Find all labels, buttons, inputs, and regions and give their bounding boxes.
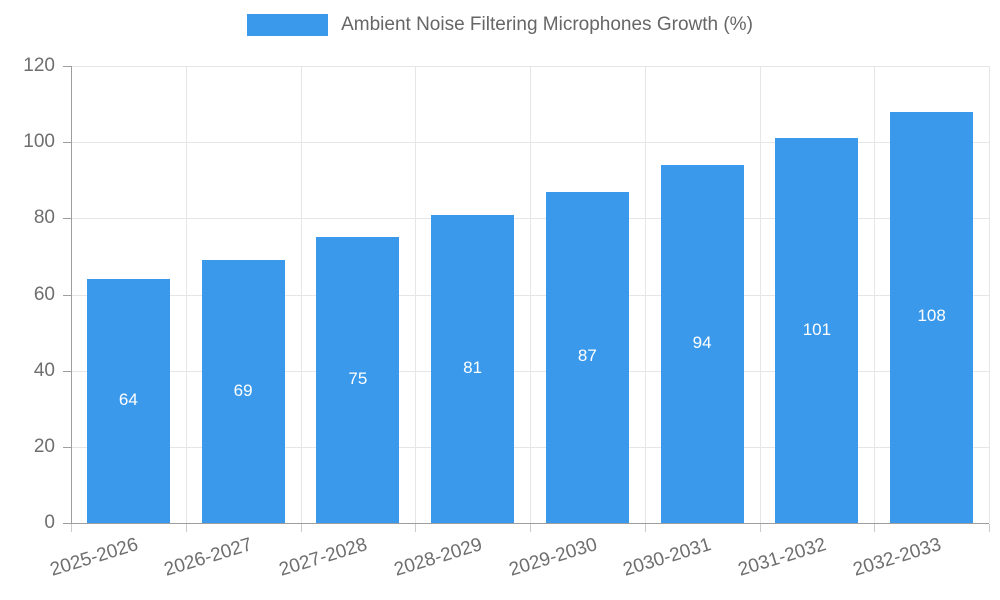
y-axis-tick-label: 0: [44, 512, 55, 533]
bar[interactable]: [316, 237, 400, 523]
x-axis-tick: [644, 524, 646, 532]
y-axis-tick: [63, 446, 71, 448]
vertical-gridline: [185, 66, 187, 523]
x-axis-category-label: 2027-2028: [276, 534, 370, 581]
x-axis-tick: [71, 524, 72, 532]
vertical-gridline: [989, 66, 990, 523]
y-axis-tick-label: 100: [23, 131, 55, 153]
y-axis-tick-label: 20: [33, 435, 55, 457]
vertical-gridline: [300, 66, 302, 523]
chart-legend: Ambient Noise Filtering Microphones Grow…: [0, 14, 1000, 36]
bar[interactable]: [775, 138, 859, 523]
vertical-gridline: [759, 66, 761, 523]
y-axis-tick: [63, 66, 71, 67]
y-axis-tick: [63, 218, 71, 220]
bar[interactable]: [431, 214, 515, 523]
x-axis-tick: [300, 524, 302, 532]
x-axis-tick: [530, 524, 531, 532]
y-axis-tick: [63, 142, 71, 144]
vertical-gridline: [874, 66, 876, 523]
legend-color-swatch: [247, 14, 329, 36]
x-axis-category-label: 2028-2029: [391, 534, 485, 581]
vertical-gridline: [530, 66, 531, 523]
legend-item[interactable]: Ambient Noise Filtering Microphones Grow…: [247, 14, 753, 36]
x-axis-line: [63, 523, 989, 524]
y-axis-line: [71, 66, 72, 531]
bar[interactable]: [201, 260, 285, 523]
bar[interactable]: [86, 279, 170, 523]
x-axis-tick: [185, 524, 187, 532]
x-axis-category-label: 2026-2027: [161, 534, 255, 581]
x-axis-tick: [415, 524, 417, 532]
x-axis-category-label: 2025-2026: [47, 534, 141, 581]
x-axis-tick: [989, 524, 990, 532]
bar[interactable]: [890, 111, 974, 523]
vertical-gridline: [644, 66, 646, 523]
vertical-gridline: [415, 66, 417, 523]
bar[interactable]: [545, 191, 629, 523]
y-axis-tick: [63, 523, 71, 524]
y-axis-tick-label: 60: [33, 283, 55, 305]
bar[interactable]: [660, 165, 744, 523]
x-axis-category-label: 2029-2030: [506, 534, 600, 581]
x-axis-category-label: 2032-2033: [850, 534, 944, 581]
y-axis-tick-label: 80: [33, 207, 55, 229]
x-axis-category-label: 2030-2031: [620, 534, 714, 581]
legend-label: Ambient Noise Filtering Microphones Grow…: [341, 14, 753, 35]
y-axis-tick: [63, 294, 71, 296]
x-axis-category-label: 2031-2032: [735, 534, 829, 581]
x-axis-tick: [874, 524, 876, 532]
y-axis-tick-label: 40: [33, 359, 55, 381]
y-axis-tick: [63, 370, 71, 372]
x-axis-tick: [759, 524, 761, 532]
y-axis-tick-label: 120: [23, 55, 55, 76]
